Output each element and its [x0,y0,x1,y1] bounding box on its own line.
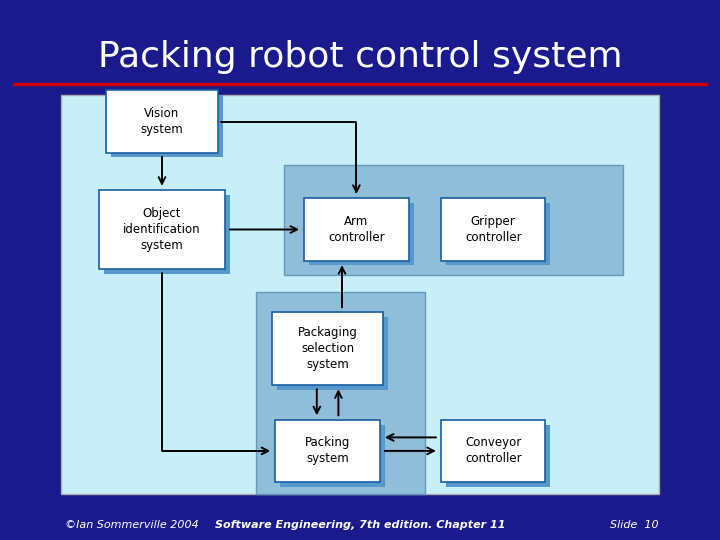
Text: Software Engineering, 7th edition. Chapter 11: Software Engineering, 7th edition. Chapt… [215,520,505,530]
Text: ©Ian Sommerville 2004: ©Ian Sommerville 2004 [65,520,199,530]
Bar [304,199,409,261]
Bar [310,204,413,266]
Text: Slide  10: Slide 10 [610,520,659,530]
Text: Vision
system: Vision system [140,107,184,136]
Bar [256,292,425,494]
Bar [446,424,551,487]
Bar [441,199,546,261]
Bar [446,204,551,266]
Bar [441,420,546,482]
Bar [281,424,384,487]
Bar [61,94,659,494]
Text: Packing robot control system: Packing robot control system [98,40,622,73]
Bar [277,316,389,390]
Bar [107,91,218,152]
Bar [104,195,230,274]
Text: Object
identification
system: Object identification system [123,207,201,252]
Text: Arm
controller: Arm controller [328,215,384,244]
Text: Packing
system: Packing system [305,436,351,465]
Bar [112,95,223,157]
Bar [99,191,225,269]
Bar [275,420,380,482]
Bar [284,165,623,275]
Text: Gripper
controller: Gripper controller [465,215,521,244]
Text: Packaging
selection
system: Packaging selection system [297,326,358,371]
Text: Conveyor
controller: Conveyor controller [465,436,521,465]
Bar [272,312,383,384]
